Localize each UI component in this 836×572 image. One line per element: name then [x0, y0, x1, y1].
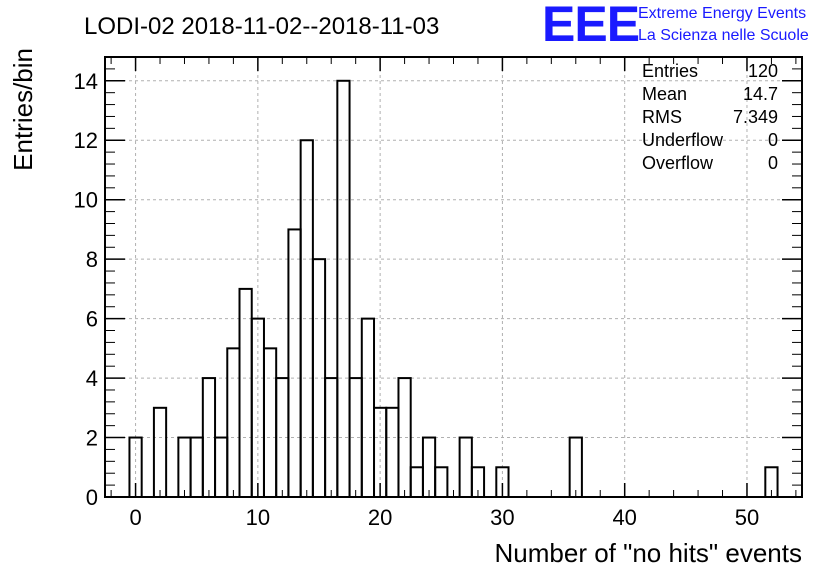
plot-frame: [104, 56, 803, 498]
axes: [104, 56, 803, 498]
stats-value: 120: [748, 61, 778, 81]
histogram-bin: [287, 228, 302, 498]
x-tick-label: 50: [735, 505, 759, 530]
y-tick-label: 14: [74, 69, 98, 94]
eee-logo-text: EEE: [542, 0, 639, 52]
y-tick-label: 0: [86, 485, 98, 510]
brand-line-1: Extreme Energy Events: [638, 5, 806, 22]
histogram-bin: [238, 287, 253, 499]
y-tick-label: 10: [74, 188, 98, 213]
x-tick-label: 20: [368, 505, 392, 530]
y-tick-label: 6: [86, 307, 98, 332]
y-tick-label: 2: [86, 426, 98, 451]
stats-value: 0: [768, 153, 778, 173]
grid: [105, 57, 802, 498]
stats-label: Entries: [642, 61, 698, 81]
stats-value: 14.7: [743, 84, 778, 104]
brand-line-2: La Scienza nelle Scuole: [638, 27, 809, 44]
histogram-bin: [177, 436, 192, 498]
histogram-bin: [214, 436, 229, 498]
x-tick-label: 40: [612, 505, 636, 530]
histogram-bin: [385, 406, 400, 499]
histogram-bin: [152, 406, 168, 499]
histogram-bin: [434, 466, 449, 498]
tick-marks: [105, 57, 802, 498]
histogram-bin: [458, 436, 473, 498]
histogram-bin: [360, 317, 376, 498]
y-tick-label: 12: [74, 128, 98, 153]
y-tick-label: 4: [86, 366, 98, 391]
histogram-bin: [336, 79, 351, 498]
histogram-bin: [421, 436, 437, 498]
histogram-bin: [189, 436, 204, 498]
stats-label: RMS: [642, 107, 682, 127]
histogram-bin: [262, 347, 278, 498]
x-tick-label: 10: [246, 505, 270, 530]
tick-labels: 0 10 20 30 40 50 0 2 4 6 8 10 12 14: [74, 69, 760, 530]
chart-title: LODI-02 2018-11-02--2018-11-03: [84, 13, 439, 40]
x-tick-label: 30: [490, 505, 514, 530]
histogram-bin: [226, 347, 241, 498]
statistics-box: Entries 120 Mean 14.7 RMS 7.349 Underflow 0 Over…: [642, 61, 778, 173]
x-tick-label: 0: [129, 505, 141, 530]
x-axis-label: Number of "no hits" events: [495, 538, 803, 568]
y-tick-label: 8: [86, 247, 98, 272]
histogram-bin: [409, 466, 424, 498]
stats-label: Mean: [642, 84, 687, 104]
stats-label: Overflow: [642, 153, 714, 173]
stats-label: Underflow: [642, 130, 724, 150]
stats-value: 7.349: [733, 107, 778, 127]
y-axis-label: Entries/bin: [8, 48, 38, 171]
histogram-bin: [568, 436, 583, 498]
stats-value: 0: [768, 130, 778, 150]
eee-logo: EEE: [542, 0, 640, 52]
